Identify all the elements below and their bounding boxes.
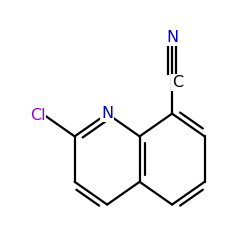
- Text: N: N: [101, 106, 113, 121]
- Text: Cl: Cl: [30, 108, 46, 124]
- Text: N: N: [166, 30, 178, 46]
- Text: C: C: [172, 75, 183, 90]
